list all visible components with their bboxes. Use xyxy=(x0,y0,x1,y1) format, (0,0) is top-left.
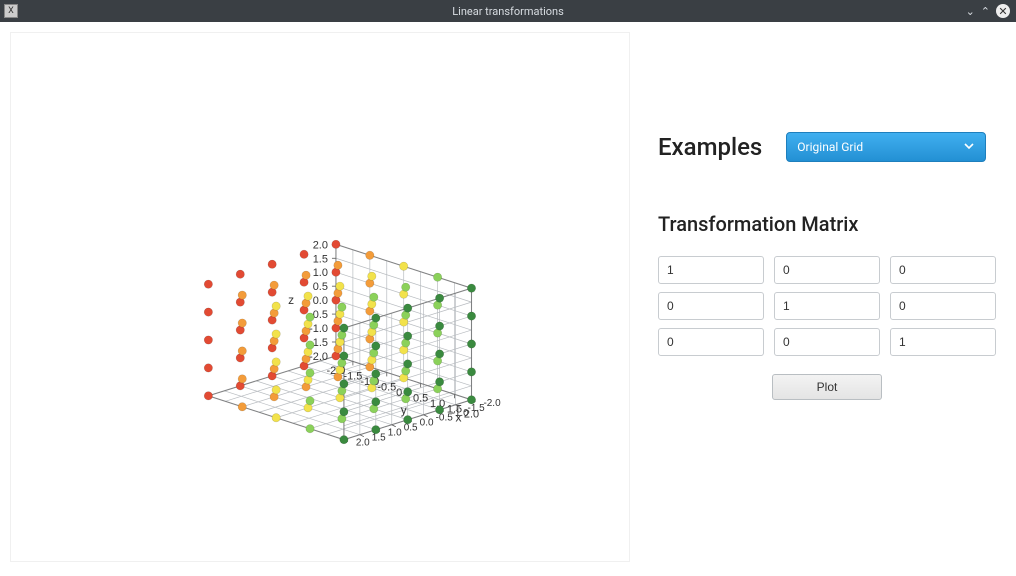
svg-text:z: z xyxy=(288,293,294,307)
svg-text:2.0: 2.0 xyxy=(356,438,370,449)
svg-text:-2.0: -2.0 xyxy=(483,398,501,409)
examples-dropdown[interactable]: Original Grid xyxy=(786,132,986,162)
matrix-cell-0-0[interactable] xyxy=(658,256,764,284)
svg-text:-0.5: -0.5 xyxy=(436,413,454,424)
matrix-cell-2-1[interactable] xyxy=(774,328,880,356)
plot-panel: -2.0-1.5-1.0-0.50.00.51.01.52.0z-2.0-1.5… xyxy=(0,22,640,576)
examples-row: Examples Original Grid xyxy=(658,132,996,162)
svg-text:0.5: 0.5 xyxy=(404,423,418,434)
plot-3d-scatter: -2.0-1.5-1.0-0.50.00.51.01.52.0z-2.0-1.5… xyxy=(10,32,630,562)
window-title: Linear transformations xyxy=(0,5,1016,18)
svg-text:y: y xyxy=(401,403,407,417)
svg-text:-1.5: -1.5 xyxy=(468,403,486,414)
svg-text:0.5: 0.5 xyxy=(313,281,328,293)
window-controls: ⌄ ⌃ ✕ xyxy=(966,4,1016,18)
svg-text:1.5: 1.5 xyxy=(313,253,328,265)
matrix-cell-2-2[interactable] xyxy=(890,328,996,356)
svg-text:1.5: 1.5 xyxy=(372,433,386,444)
svg-text:x: x xyxy=(456,411,462,425)
matrix-cell-1-0[interactable] xyxy=(658,292,764,320)
svg-text:0.0: 0.0 xyxy=(420,418,434,429)
svg-text:1.0: 1.0 xyxy=(313,267,328,279)
svg-text:1.0: 1.0 xyxy=(388,428,402,439)
app-icon: X xyxy=(4,4,18,18)
svg-text:2.0: 2.0 xyxy=(313,239,328,251)
maximize-icon[interactable]: ⌃ xyxy=(981,5,990,18)
svg-text:0.0: 0.0 xyxy=(313,295,328,307)
svg-text:-0.5: -0.5 xyxy=(377,381,396,393)
matrix-cell-2-0[interactable] xyxy=(658,328,764,356)
plot-button[interactable]: Plot xyxy=(772,374,882,400)
matrix-cell-1-2[interactable] xyxy=(890,292,996,320)
titlebar: X Linear transformations ⌄ ⌃ ✕ xyxy=(0,0,1016,22)
svg-text:0.5: 0.5 xyxy=(413,392,428,404)
minimize-icon[interactable]: ⌄ xyxy=(966,5,975,18)
plot-button-row: Plot xyxy=(658,374,996,400)
chevron-down-icon xyxy=(963,140,975,155)
plot-svg: -2.0-1.5-1.0-0.50.00.51.01.52.0z-2.0-1.5… xyxy=(11,33,629,561)
examples-dropdown-value: Original Grid xyxy=(797,140,863,154)
matrix-heading: Transformation Matrix xyxy=(658,212,996,236)
matrix-cell-0-1[interactable] xyxy=(774,256,880,284)
examples-heading: Examples xyxy=(658,133,762,161)
transformation-matrix xyxy=(658,256,996,356)
matrix-cell-0-2[interactable] xyxy=(890,256,996,284)
close-icon[interactable]: ✕ xyxy=(996,4,1010,18)
matrix-cell-1-1[interactable] xyxy=(774,292,880,320)
main-content: -2.0-1.5-1.0-0.50.00.51.01.52.0z-2.0-1.5… xyxy=(0,22,1016,576)
side-panel: Examples Original Grid Transformation Ma… xyxy=(640,22,1016,576)
